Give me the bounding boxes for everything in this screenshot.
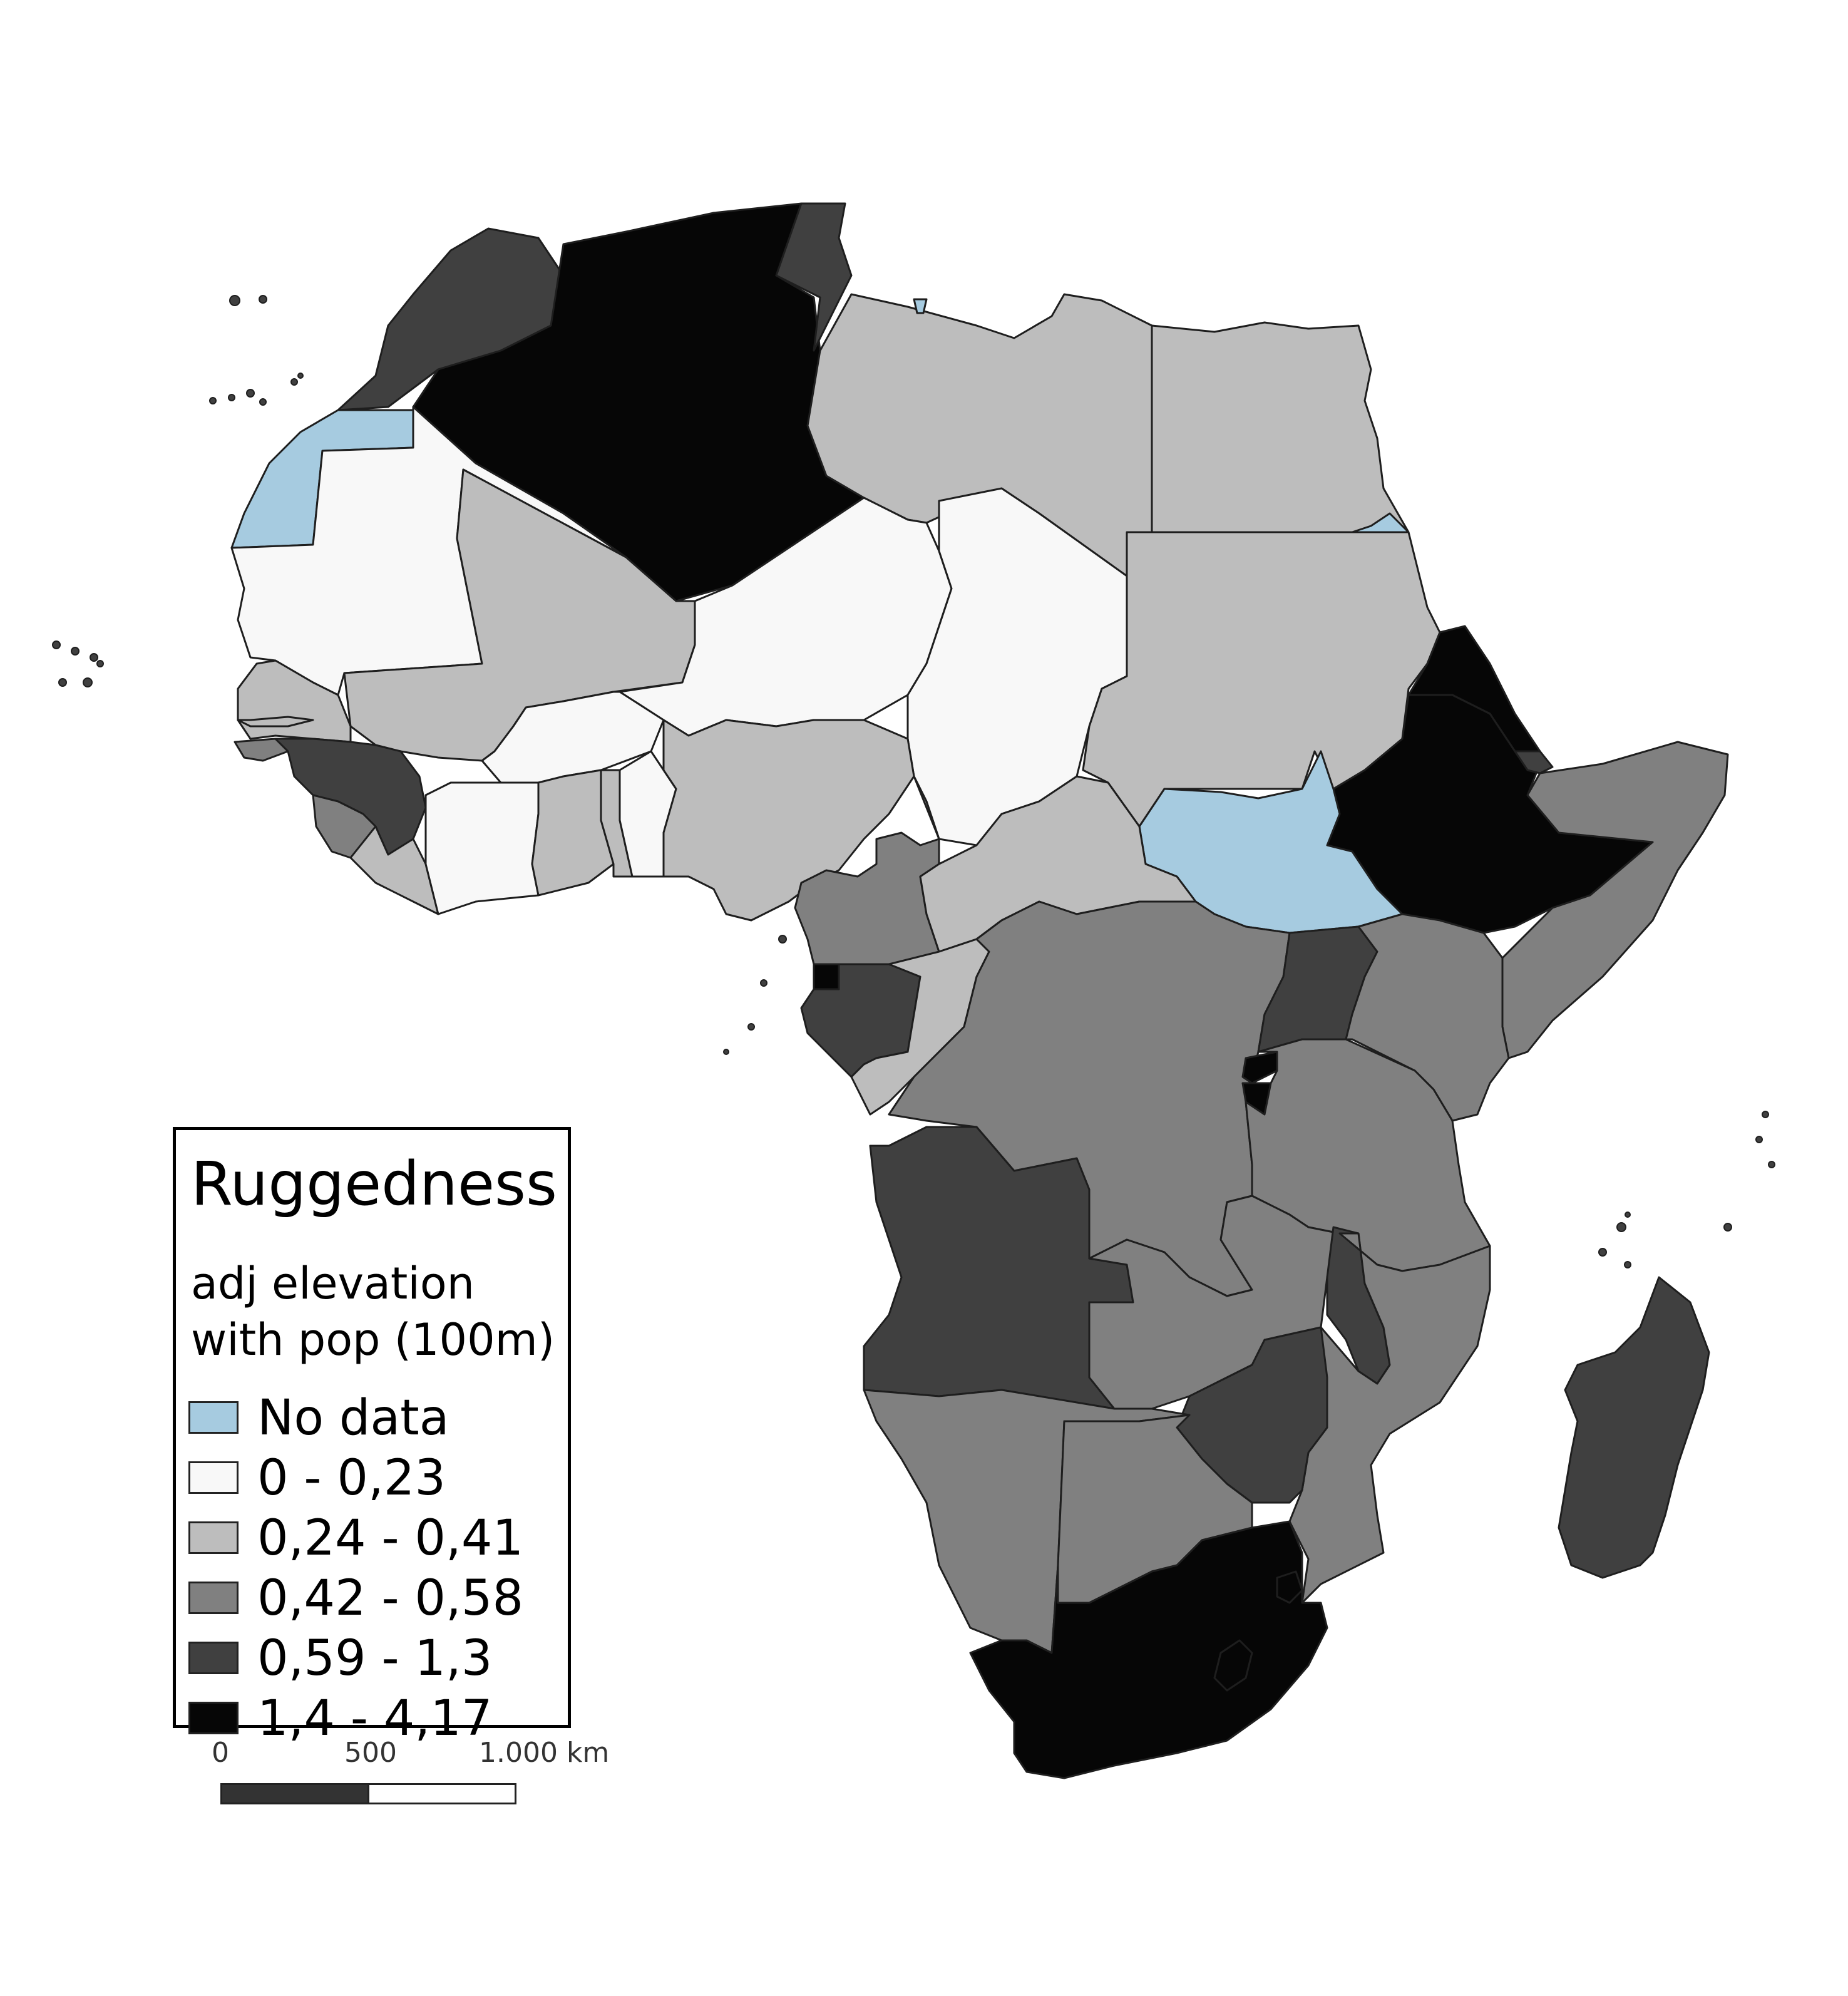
scale-label-1000: 1.000 km (479, 1737, 610, 1769)
region-guinea-bissau (234, 738, 289, 762)
region-eswatini (1276, 1570, 1303, 1604)
island (297, 373, 304, 379)
island (52, 640, 61, 649)
region-madagascar (1558, 1276, 1710, 1579)
region-djibouti (1514, 750, 1554, 774)
island (723, 1049, 729, 1055)
legend-label: 0,24 - 0,41 (257, 1510, 524, 1566)
region-gambia (237, 716, 314, 728)
legend-swatch (188, 1582, 239, 1614)
region-rwanda (1241, 1051, 1278, 1084)
region-south-africa (969, 1520, 1328, 1779)
island (1624, 1261, 1631, 1268)
island (83, 677, 93, 687)
region-lesotho (1213, 1639, 1253, 1692)
scale-label-0: 0 (212, 1737, 229, 1769)
legend-title: Ruggedness (191, 1149, 558, 1219)
region-lake (913, 298, 928, 314)
island (1755, 1136, 1763, 1143)
island (778, 935, 787, 944)
legend-label: 0,59 - 1,3 (257, 1630, 493, 1687)
legend-item: No data (188, 1390, 564, 1446)
island (259, 398, 267, 406)
island (1762, 1111, 1769, 1118)
island (246, 389, 255, 398)
island (760, 979, 767, 987)
island (209, 397, 217, 404)
legend-label: 0 - 0,23 (257, 1450, 446, 1506)
island (71, 647, 80, 656)
legend-swatch (188, 1401, 239, 1434)
island (229, 295, 240, 306)
legend-item: 0 - 0,23 (188, 1450, 564, 1506)
legend-swatch (188, 1521, 239, 1554)
legend-swatch (188, 1461, 239, 1494)
scale-bar-light-segment (367, 1783, 516, 1804)
island (58, 678, 67, 687)
legend-subtitle-line2: with pop (100m) (191, 1314, 555, 1366)
legend-label: 1,4 - 4,17 (257, 1690, 493, 1747)
island (90, 653, 98, 662)
island (96, 660, 104, 667)
legend-item: 0,59 - 1,3 (188, 1630, 564, 1687)
region-equatorial-guinea (813, 963, 840, 990)
legend-subtitle-line1: adj elevation (191, 1258, 475, 1309)
legend-item: 0,24 - 0,41 (188, 1510, 564, 1566)
region-somalia (1501, 741, 1729, 1059)
legend-item: 0,42 - 0,58 (188, 1570, 564, 1627)
island (228, 394, 235, 401)
island (259, 295, 267, 304)
region-mozambique (1276, 1232, 1491, 1604)
legend-swatch (188, 1642, 239, 1674)
island (1625, 1211, 1631, 1218)
scale-bar-dark-segment (220, 1783, 369, 1804)
island (1768, 1161, 1775, 1168)
island (1616, 1222, 1626, 1232)
region-kenya (1345, 913, 1510, 1122)
legend-swatch (188, 1702, 239, 1734)
region-egypt (1151, 321, 1410, 533)
region-cote-d-ivoire (424, 781, 540, 915)
legend-label: 0,42 - 0,58 (257, 1570, 524, 1627)
legend-label: No data (257, 1390, 449, 1446)
region-halaib-triangle (1338, 512, 1410, 533)
region-tunisia (775, 202, 853, 352)
island (1723, 1223, 1732, 1232)
island (747, 1023, 755, 1031)
legend-item: 1,4 - 4,17 (188, 1690, 564, 1747)
region-ghana (531, 769, 615, 897)
scale-label-500: 500 (344, 1737, 397, 1769)
island (1598, 1248, 1607, 1257)
island (290, 378, 298, 386)
legend: Ruggedness adj elevation with pop (100m)… (173, 1127, 571, 1747)
